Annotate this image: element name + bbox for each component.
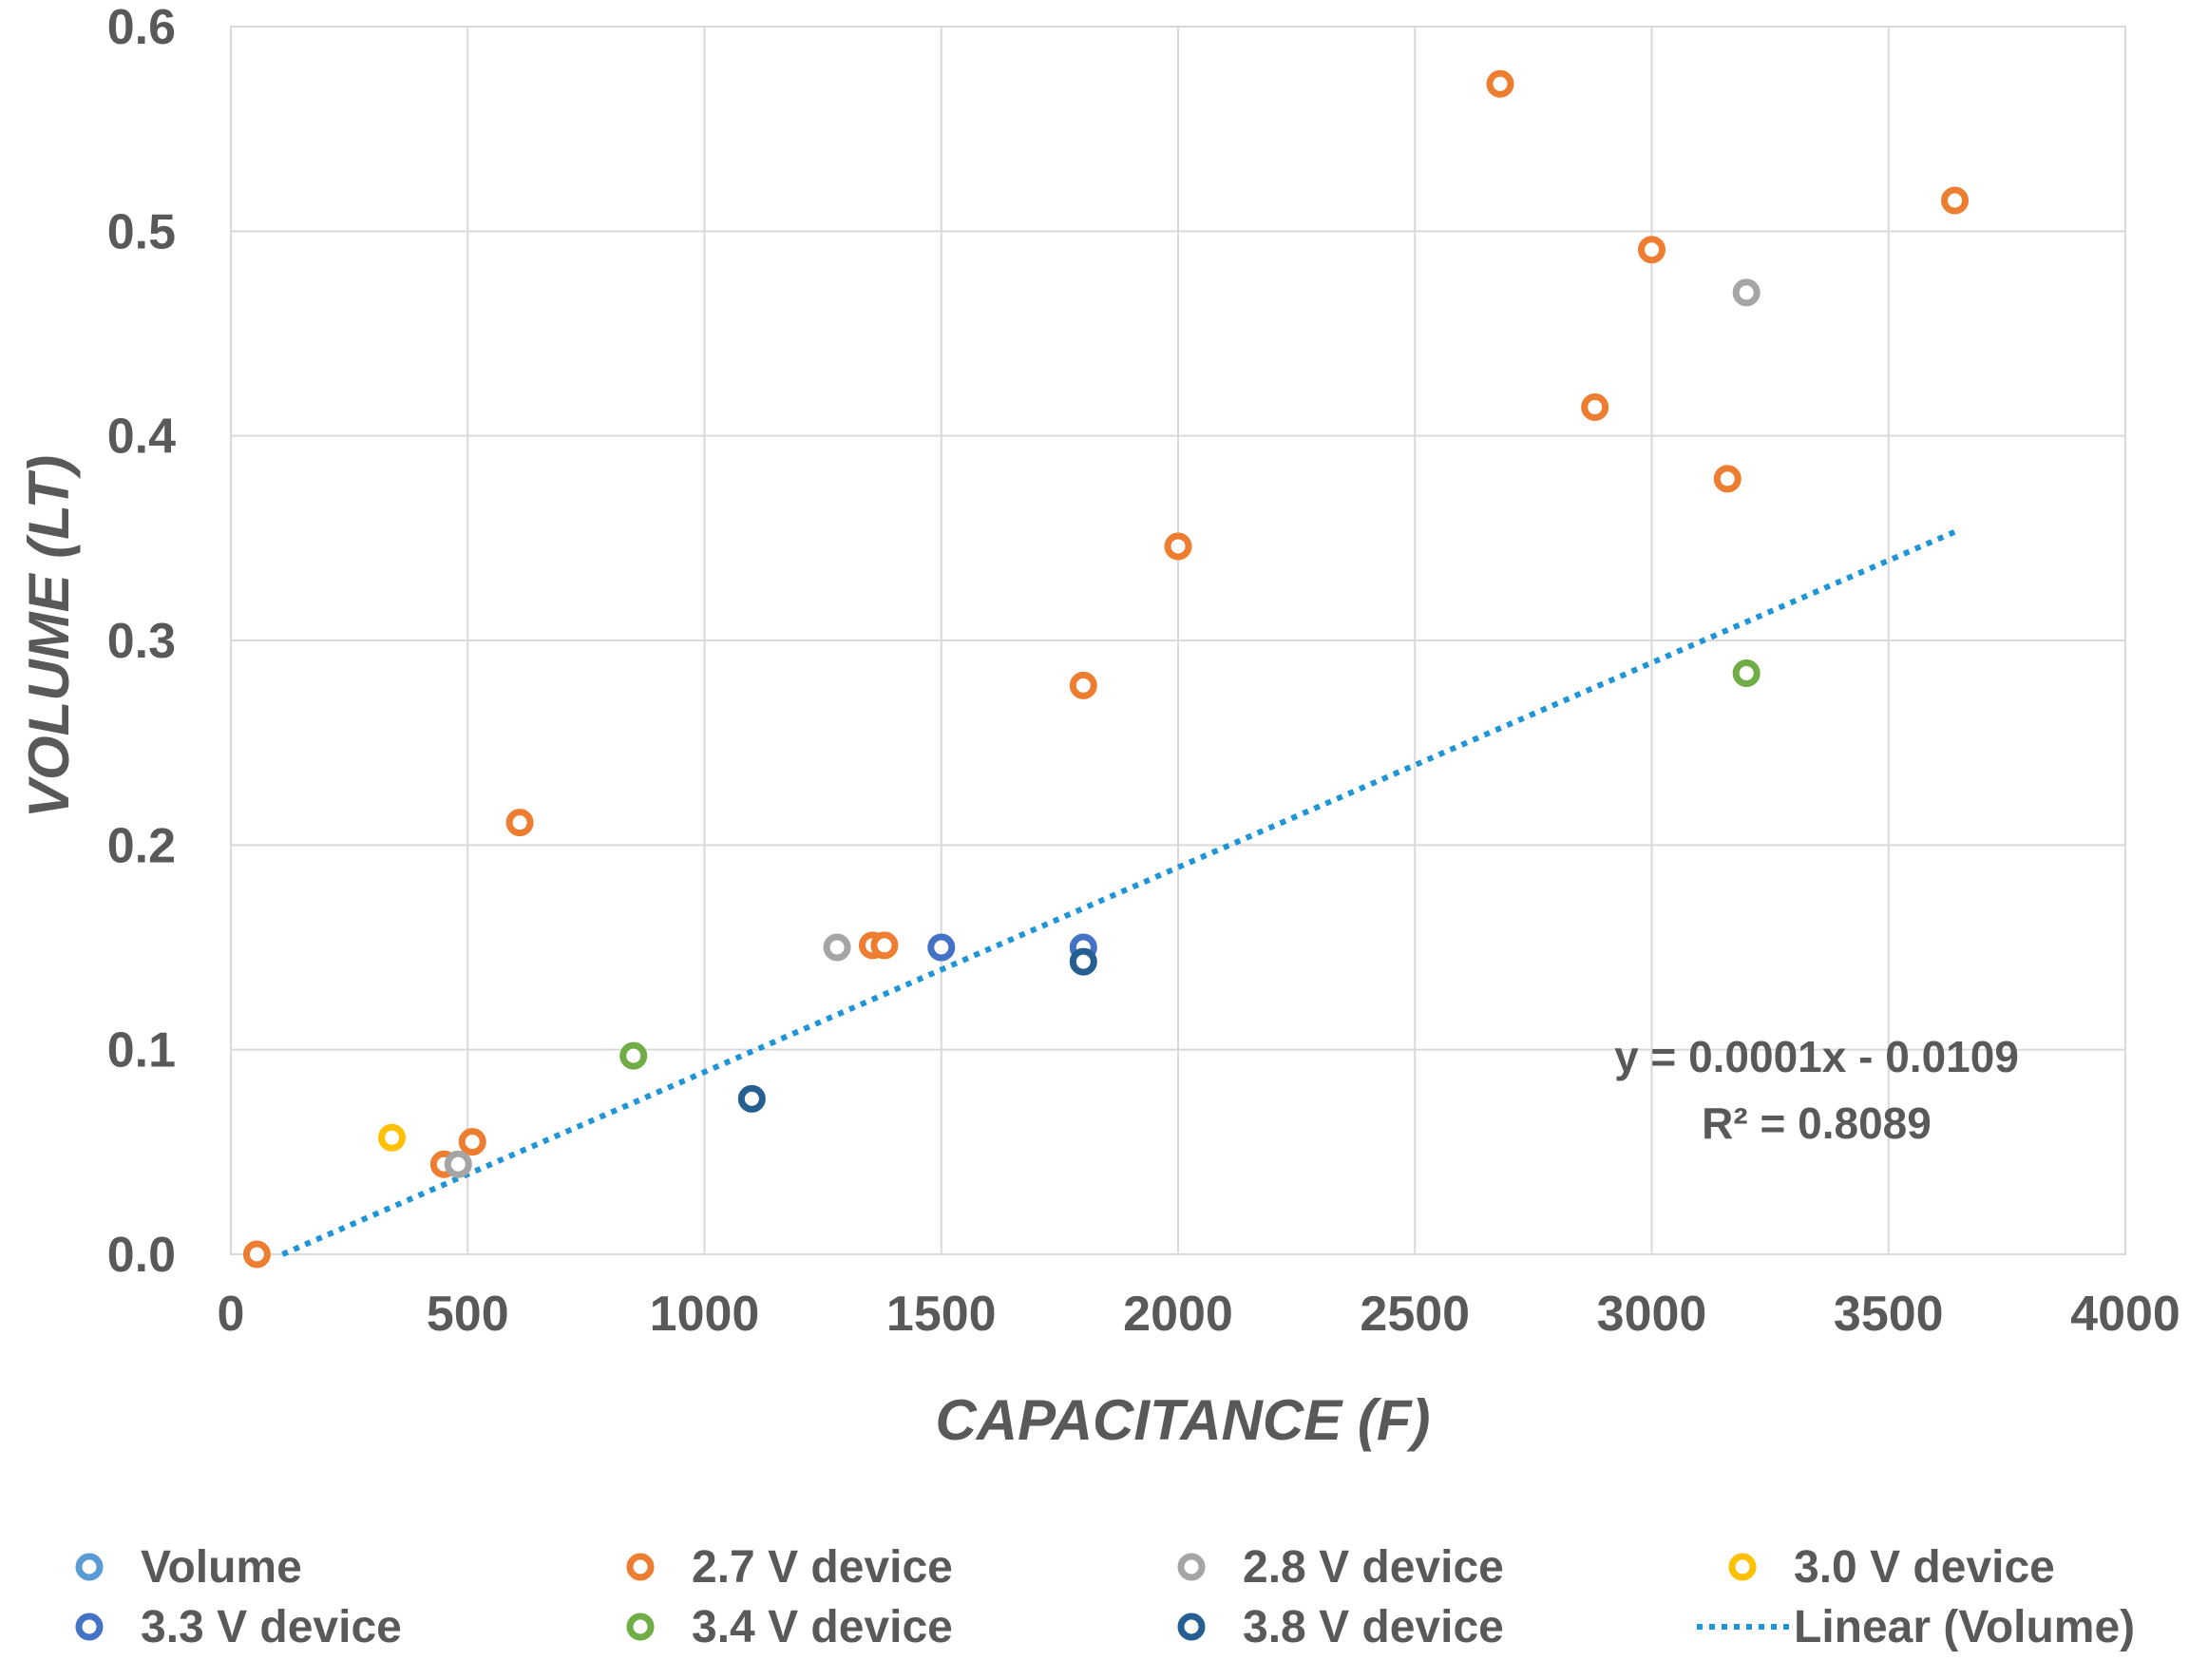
y-tick-label: 0.1: [107, 1023, 176, 1079]
legend-label: 3.0 V device: [1794, 1542, 2055, 1593]
legend-marker: [1177, 1613, 1206, 1641]
legend-item-volume: Volume: [75, 1542, 302, 1593]
point-3-8-v-device: [737, 1084, 766, 1113]
legend-label: 3.8 V device: [1243, 1602, 1504, 1652]
point-2-7-v-device: [242, 1240, 271, 1269]
legend-item-3-4-v-device: 3.4 V device: [626, 1602, 953, 1652]
plot-area: [230, 26, 2126, 1255]
x-tick-label: 1000: [650, 1287, 760, 1342]
y-tick-label: 0.4: [107, 410, 176, 465]
legend-label: 2.7 V device: [692, 1542, 953, 1593]
trendline-equation: y = 0.0001x - 0.0109: [1614, 1032, 2019, 1081]
point-2-7-v-device: [1069, 671, 1097, 699]
x-tick-label: 3500: [1834, 1287, 1944, 1342]
point-3-3-v-device: [927, 933, 956, 962]
legend-marker: [75, 1613, 104, 1641]
legend-marker: [626, 1613, 655, 1641]
legend-marker: [626, 1553, 655, 1581]
y-tick-label: 0.0: [107, 1228, 176, 1283]
x-tick-label: 3000: [1597, 1287, 1707, 1342]
x-tick-label: 1500: [886, 1287, 997, 1342]
legend: Volume 2.7 V device 2.8 V device 3.0 V devi…: [75, 1542, 2135, 1652]
trendline-r-squared: R² = 0.8089: [1702, 1098, 1932, 1148]
point-2-8-v-device: [1732, 278, 1761, 307]
data-points: [242, 69, 1970, 1269]
y-axis-ticks: 0.0 0.1 0.2 0.3 0.4 0.5 0.6: [107, 0, 176, 1283]
x-tick-label: 2000: [1123, 1287, 1233, 1342]
grid-lines: [230, 26, 2126, 1255]
legend-label: Linear (Volume): [1794, 1602, 2135, 1652]
y-tick-label: 0.6: [107, 0, 176, 55]
point-3-4-v-device: [1732, 659, 1761, 687]
point-3-8-v-device: [1069, 947, 1097, 976]
y-tick-label: 0.3: [107, 614, 176, 669]
y-tick-label: 0.5: [107, 204, 176, 259]
point-3-4-v-device: [619, 1041, 648, 1070]
x-axis-title: CAPACITANCE (F): [935, 1388, 1430, 1452]
legend-label: 3.3 V device: [141, 1602, 402, 1652]
point-2-7-v-device: [505, 809, 534, 837]
y-axis-title: VOLUME (LT): [17, 455, 81, 818]
point-2-7-v-device: [1941, 186, 1970, 215]
legend-item-3-3-v-device: 3.3 V device: [75, 1602, 402, 1652]
legend-label: 3.4 V device: [692, 1602, 953, 1652]
point-2-7-v-device: [1638, 236, 1666, 264]
point-3-0-v-device: [377, 1123, 406, 1152]
point-2-7-v-device: [1713, 465, 1742, 493]
legend-item-2-8-v-device: 2.8 V device: [1177, 1542, 1504, 1593]
legend-item-3-0-v-device: 3.0 V device: [1728, 1542, 2055, 1593]
point-2-7-v-device: [458, 1128, 486, 1156]
legend-item-linear-volume: Linear (Volume): [1697, 1602, 2135, 1652]
x-axis-ticks: 0 500 1000 1500 2000 2500 3000 3500 4000: [218, 1287, 2180, 1342]
x-tick-label: 0: [218, 1287, 245, 1342]
point-2-7-v-device: [1164, 532, 1192, 561]
x-tick-label: 500: [427, 1287, 509, 1342]
legend-label: Volume: [141, 1542, 302, 1593]
legend-marker: [1728, 1553, 1757, 1581]
x-tick-label: 2500: [1360, 1287, 1470, 1342]
x-tick-label: 4000: [2070, 1287, 2180, 1342]
point-2-8-v-device: [823, 933, 851, 962]
legend-marker: [1177, 1553, 1206, 1581]
point-2-7-v-device: [1486, 69, 1514, 98]
y-tick-label: 0.2: [107, 818, 176, 873]
plot-border: [230, 26, 2126, 1255]
point-2-7-v-device: [1581, 393, 1609, 422]
legend-label: 2.8 V device: [1243, 1542, 1504, 1593]
legend-item-2-7-v-device: 2.7 V device: [626, 1542, 953, 1593]
legend-item-3-8-v-device: 3.8 V device: [1177, 1602, 1504, 1652]
point-2-8-v-device: [444, 1150, 472, 1178]
point-2-7-v-device: [870, 931, 899, 960]
legend-marker: [75, 1553, 104, 1581]
